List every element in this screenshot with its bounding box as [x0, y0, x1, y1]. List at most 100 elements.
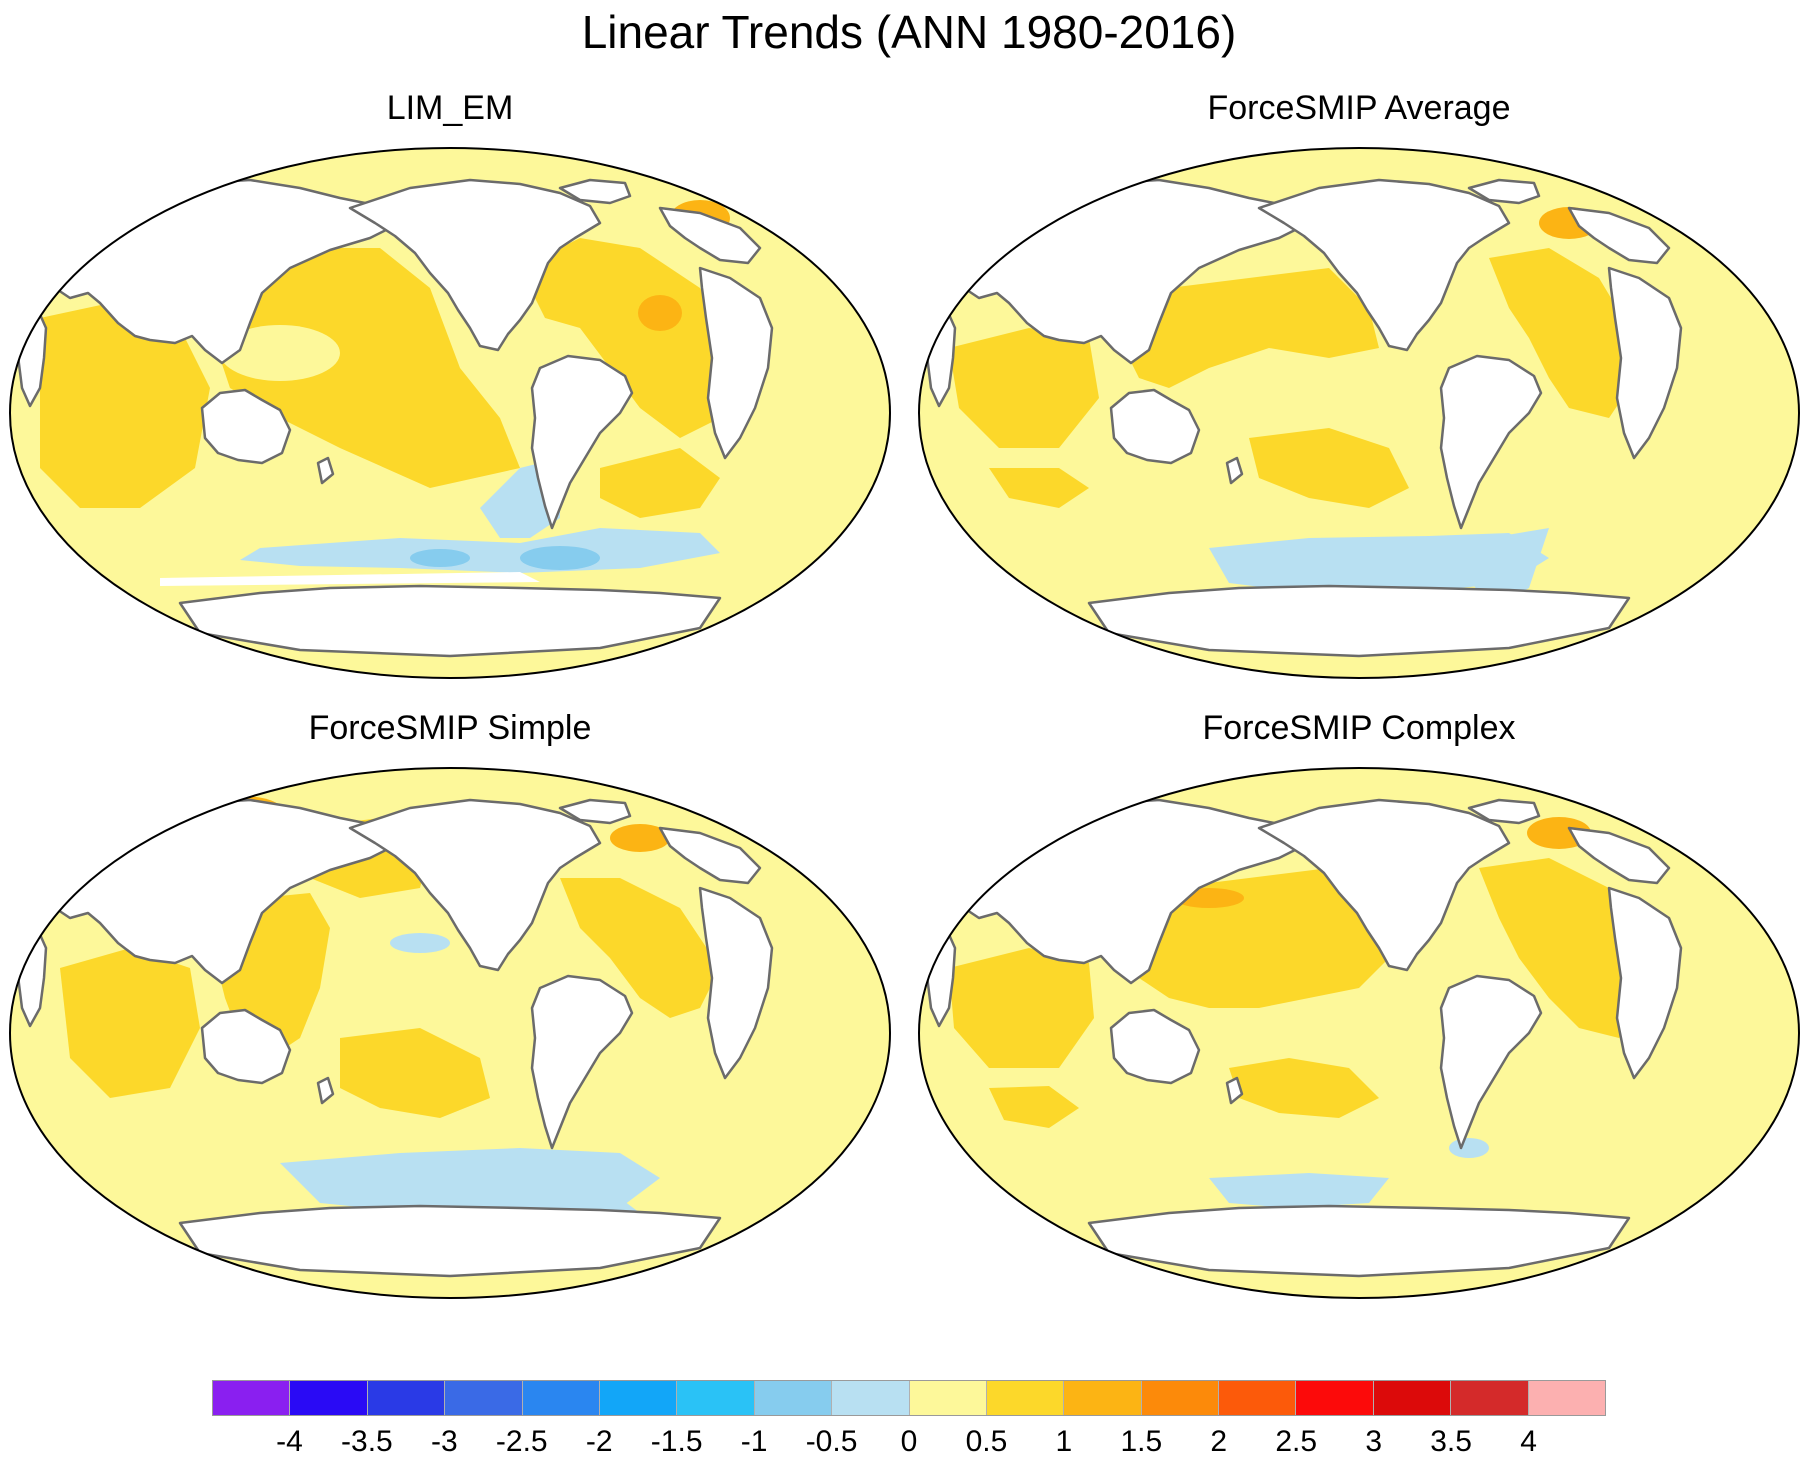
colorbar-box: [213, 1381, 291, 1415]
colorbar-box: [1373, 1381, 1452, 1415]
map-content: [919, 768, 1799, 1298]
landmass: [1225, 456, 1244, 485]
landmass: [1567, 206, 1671, 265]
panel-title: ForceSMIP Complex: [1202, 709, 1516, 747]
landmass: [348, 178, 602, 352]
colorbar-box: [1219, 1381, 1297, 1415]
landmass: [530, 354, 634, 530]
colorbar-tick-label: 0: [900, 1425, 918, 1458]
trend-contour: [240, 528, 720, 573]
landmass: [1467, 178, 1541, 205]
panel-title: ForceSMIP Simple: [308, 709, 592, 747]
colorbar-tick-label: -3: [430, 1425, 458, 1458]
trend-contour: [989, 468, 1089, 508]
forcesmip-complex-map: [918, 767, 1800, 1299]
lim-em-map: [9, 147, 891, 679]
colorbar-box: [1064, 1381, 1142, 1415]
colorbar-tick-label: 1.5: [1120, 1425, 1163, 1458]
landmass: [698, 886, 774, 1080]
landmass: [1257, 798, 1511, 972]
trend-contour: [638, 295, 682, 331]
landmass: [1109, 388, 1201, 465]
colorbar-box: [367, 1381, 446, 1415]
colorbar-box: [599, 1381, 678, 1415]
map-border: [918, 147, 1800, 679]
landmass: [1087, 584, 1631, 658]
trend-contour: [40, 303, 210, 508]
trend-contour: [390, 933, 450, 953]
trend-contour: [200, 248, 520, 488]
colorbar-box: [1141, 1381, 1220, 1415]
colorbar-box: [986, 1381, 1065, 1415]
trend-contour: [1209, 1173, 1389, 1208]
landmass: [530, 974, 634, 1150]
trend-contour: [1209, 533, 1549, 593]
colorbar-tick-label: -3.5: [341, 1425, 393, 1458]
colorbar-tick-label: 3: [1365, 1425, 1382, 1458]
colorbar-tick-label: 0.5: [965, 1425, 1008, 1458]
colorbar: [212, 1380, 1606, 1416]
colorbar-tick-label: -1.5: [650, 1425, 703, 1458]
trend-contour: [280, 1148, 660, 1218]
trend-contour: [520, 238, 740, 438]
landmass: [200, 388, 292, 465]
trend-contour: [220, 325, 340, 381]
trend-contour: [520, 546, 600, 570]
trend-contour: [610, 824, 670, 852]
trend-contour: [410, 549, 470, 567]
panel-title: ForceSMIP Average: [1207, 89, 1511, 127]
map-content: [919, 148, 1799, 678]
figure-title: Linear Trends (ANN 1980-2016): [581, 6, 1237, 58]
trend-contour: [1109, 268, 1379, 388]
trend-contour: [1469, 528, 1549, 608]
colorbar-tick-label: -1: [740, 1425, 768, 1458]
trend-contour: [949, 948, 1094, 1068]
landmass: [316, 1076, 335, 1105]
landmass: [1439, 974, 1543, 1150]
trend-contour: [560, 878, 720, 1018]
trend-contour: [1249, 428, 1409, 508]
colorbar-tick-label: -0.5: [805, 1425, 858, 1458]
landmass: [658, 826, 762, 885]
trend-contour: [600, 448, 720, 518]
colorbar-box: [445, 1381, 523, 1415]
landmass: [558, 798, 632, 825]
forcesmip-simple-map: [9, 767, 891, 1299]
trend-contour: [1479, 858, 1644, 1038]
map-panel-lim-em: LIM_EM: [0, 88, 900, 688]
colorbar-box: [1296, 1381, 1374, 1415]
landmass: [348, 798, 602, 972]
colorbar-tick-label: 3.5: [1430, 1425, 1472, 1458]
map-panel-forcesmip-simple: ForceSMIP Simple: [0, 708, 900, 1308]
colorbar-tick-label: 4: [1520, 1425, 1537, 1458]
map-border: [918, 767, 1800, 1299]
map-border: [9, 767, 891, 1299]
landmass: [178, 1204, 722, 1278]
trend-contour: [989, 1086, 1079, 1128]
colorbar-box: [909, 1381, 987, 1415]
landmass: [200, 1008, 292, 1085]
map-panel-forcesmip-average: ForceSMIP Average: [909, 88, 1809, 688]
landmass: [1087, 1204, 1631, 1278]
colorbar-box: [1528, 1381, 1606, 1415]
landmass: [1607, 886, 1683, 1080]
trend-contour: [60, 948, 200, 1098]
colorbar-tick-label: 2: [1210, 1425, 1228, 1458]
colorbar-tick-label: -4: [276, 1425, 303, 1458]
colorbar-box: [1451, 1381, 1529, 1415]
colorbar-tick-label: 2.5: [1275, 1425, 1318, 1458]
map-panel-forcesmip-complex: ForceSMIP Complex: [909, 708, 1809, 1308]
landmass: [698, 266, 774, 460]
landmass: [178, 584, 722, 658]
colorbar-box: [290, 1381, 368, 1415]
colorbar-tick-label: 1: [1055, 1425, 1073, 1458]
landmass: [1439, 354, 1543, 530]
colorbar-tick-label: -2.5: [495, 1425, 548, 1458]
colorbar-box: [754, 1381, 833, 1415]
forcesmip-average-map: [918, 147, 1800, 679]
trend-contour: [160, 572, 540, 586]
landmass: [1467, 798, 1541, 825]
landmass: [1567, 826, 1671, 885]
map-content: [10, 768, 890, 1298]
landmass: [1257, 178, 1511, 352]
